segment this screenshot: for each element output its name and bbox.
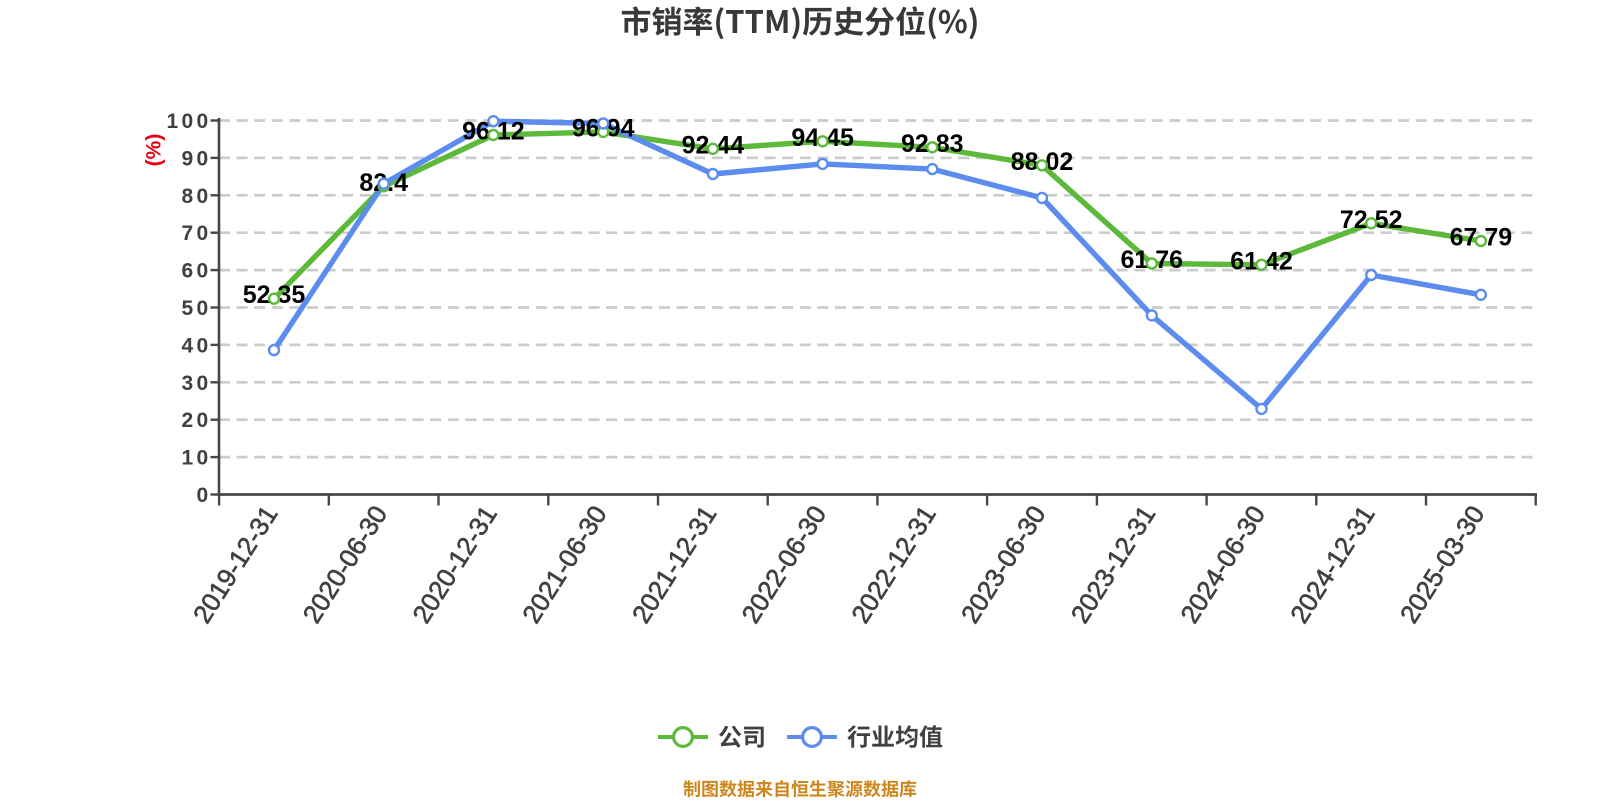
svg-text:0: 0 xyxy=(197,484,212,507)
svg-text:10: 10 xyxy=(182,447,212,470)
svg-text:40: 40 xyxy=(182,334,212,357)
svg-text:2021-06-30: 2021-06-30 xyxy=(516,500,613,628)
svg-text:90: 90 xyxy=(182,147,212,170)
svg-text:60: 60 xyxy=(182,260,212,283)
svg-text:2022-12-31: 2022-12-31 xyxy=(845,500,942,628)
svg-text:2019-12-31: 2019-12-31 xyxy=(187,500,284,628)
svg-text:20: 20 xyxy=(182,409,212,432)
svg-text:100: 100 xyxy=(167,110,212,133)
svg-text:30: 30 xyxy=(182,372,212,395)
svg-text:2020-12-31: 2020-12-31 xyxy=(406,500,503,628)
svg-text:2021-12-31: 2021-12-31 xyxy=(626,500,723,628)
svg-text:(%): (%) xyxy=(143,134,166,167)
svg-text:50: 50 xyxy=(182,297,212,320)
svg-text:2025-03-30: 2025-03-30 xyxy=(1394,500,1491,628)
svg-text:80: 80 xyxy=(182,185,212,208)
svg-text:2022-06-30: 2022-06-30 xyxy=(735,500,832,628)
svg-text:2024-06-30: 2024-06-30 xyxy=(1174,500,1271,628)
svg-text:2023-12-31: 2023-12-31 xyxy=(1065,500,1162,628)
svg-text:2020-06-30: 2020-06-30 xyxy=(296,500,393,628)
svg-text:2024-12-31: 2024-12-31 xyxy=(1284,500,1381,628)
svg-text:2023-06-30: 2023-06-30 xyxy=(955,500,1052,628)
svg-text:70: 70 xyxy=(182,222,212,245)
